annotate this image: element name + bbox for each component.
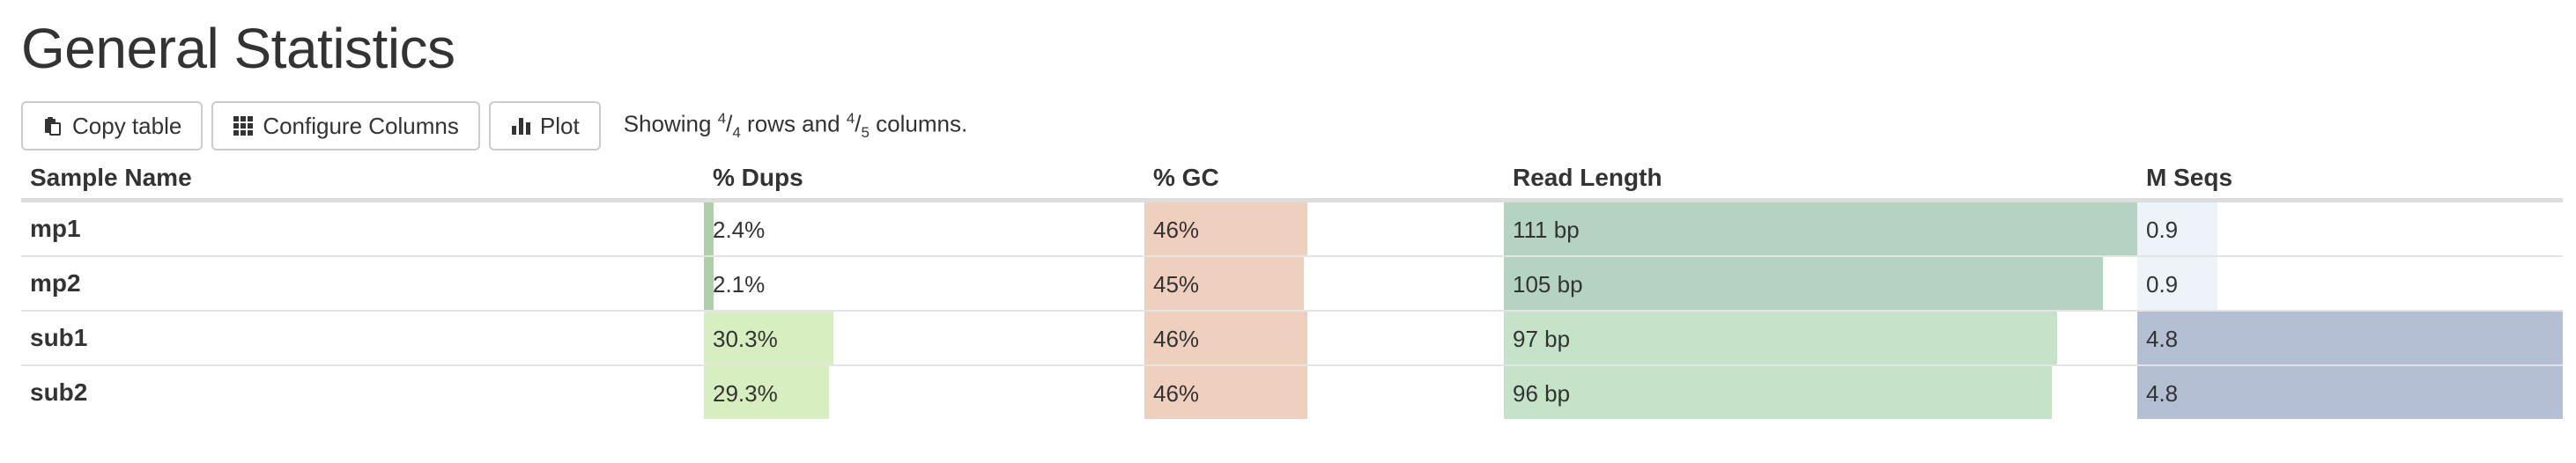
len-bar — [1504, 257, 2103, 310]
seqs-value: 0.9 — [2146, 217, 2179, 243]
grid-icon — [233, 115, 254, 136]
table-body: mp1 2.4% 46% 111 bp 0.9 mp2 2.1% 45% 105 bp 0.9 su… — [21, 202, 2563, 421]
seqs-bar — [2137, 366, 2563, 419]
seqs-value: 0.9 — [2146, 271, 2179, 298]
clipboard-icon — [42, 115, 63, 136]
header-sample-name[interactable]: Sample Name — [30, 164, 192, 191]
header-dups[interactable]: % Dups — [713, 164, 803, 191]
page-title: General Statistics — [21, 17, 455, 80]
len-bar — [1504, 312, 2057, 364]
gc-bar — [1144, 312, 1307, 364]
cols-total: 5 — [861, 123, 870, 141]
cols-shown: 4 — [846, 110, 855, 128]
sample-name-cell: mp1 — [30, 215, 81, 242]
len-bar — [1504, 202, 2137, 255]
configure-columns-label: Configure Columns — [263, 112, 459, 139]
general-stats-table: Sample Name % Dups % GC Read Length M Se… — [21, 157, 2563, 421]
copy-table-label: Copy table — [72, 112, 182, 139]
header-m-seqs[interactable]: M Seqs — [2146, 164, 2233, 191]
dups-bar — [704, 312, 833, 364]
table-row: sub1 30.3% 46% 97 bp 4.8 — [21, 312, 2563, 366]
gc-value: 46% — [1153, 217, 1200, 243]
len-value: 111 bp — [1513, 217, 1580, 243]
len-bar — [1504, 366, 2052, 419]
seqs-value: 4.8 — [2146, 380, 2179, 407]
dups-value: 2.4% — [713, 217, 766, 243]
plot-label: Plot — [539, 112, 580, 139]
len-value: 105 bp — [1513, 271, 1583, 298]
dups-value: 30.3% — [713, 326, 778, 352]
dups-bar — [704, 257, 714, 310]
bar-chart-icon — [510, 115, 531, 136]
seqs-value: 4.8 — [2146, 326, 2179, 352]
table-header: Sample Name % Dups % GC Read Length M Se… — [21, 157, 2563, 202]
seqs-bar — [2137, 202, 2217, 255]
gc-value: 46% — [1153, 380, 1200, 407]
seqs-bar — [2137, 257, 2217, 310]
len-value: 96 bp — [1513, 380, 1571, 407]
gc-bar — [1144, 202, 1307, 255]
dups-value: 29.3% — [713, 380, 778, 407]
sample-name-cell: sub2 — [30, 378, 88, 406]
table-toolbar: Copy table Configure Columns Plot — [21, 100, 967, 151]
copy-table-button[interactable]: Copy table — [21, 101, 204, 151]
table-status-text: Showing 4/4 rows and 4/5 columns. — [623, 110, 968, 141]
header-read-length[interactable]: Read Length — [1513, 164, 1662, 191]
sample-name-cell: sub1 — [30, 324, 88, 351]
plot-button[interactable]: Plot — [488, 101, 601, 151]
table-row: mp1 2.4% 46% 111 bp 0.9 — [21, 202, 2563, 257]
gc-value: 45% — [1153, 271, 1200, 298]
header-gc[interactable]: % GC — [1153, 164, 1219, 191]
gc-value: 46% — [1153, 326, 1200, 352]
len-value: 97 bp — [1513, 326, 1571, 352]
dups-bar — [704, 202, 714, 255]
configure-columns-button[interactable]: Configure Columns — [211, 101, 480, 151]
rows-shown: 4 — [717, 110, 727, 128]
gc-bar — [1144, 366, 1307, 419]
table-row: sub2 29.3% 46% 96 bp 4.8 — [21, 366, 2563, 421]
gc-bar — [1144, 257, 1304, 310]
sample-name-cell: mp2 — [30, 269, 81, 297]
rows-total: 4 — [732, 123, 741, 141]
dups-value: 2.1% — [713, 271, 766, 298]
dups-bar — [704, 366, 829, 419]
seqs-bar — [2137, 312, 2563, 364]
table-row: mp2 2.1% 45% 105 bp 0.9 — [21, 257, 2563, 312]
